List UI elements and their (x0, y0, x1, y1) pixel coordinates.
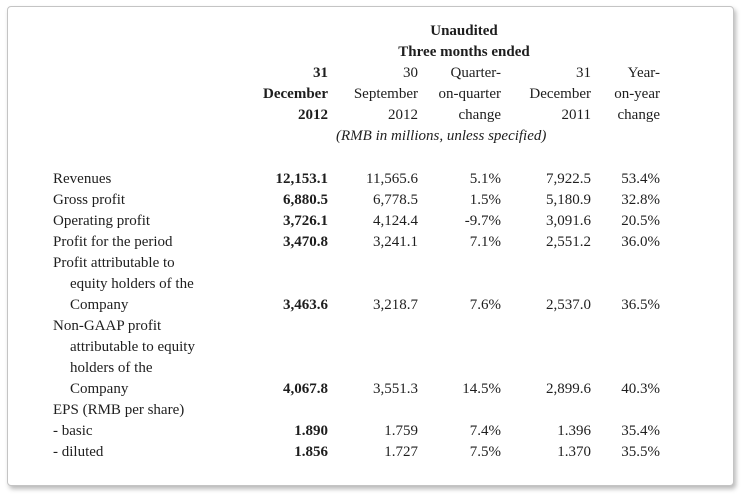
row-value: 4,067.8 (283, 381, 328, 397)
row-label: Non-GAAP profit (53, 318, 162, 334)
col-qoq-line2: on-quarter (438, 86, 501, 102)
col-qoq-line1: Quarter- (450, 65, 501, 81)
row-value: 2,537.0 (546, 297, 591, 313)
row-value: 6,778.5 (373, 192, 418, 208)
row-value: -9.7% (464, 213, 501, 229)
row-value: 7.1% (469, 234, 501, 250)
row-label: equity holders of the (70, 276, 194, 292)
col-sep2012-line1: 30 (403, 65, 418, 81)
row-value: 35.5% (621, 444, 660, 460)
row-value: 14.5% (462, 381, 501, 397)
col-yoy-line1: Year- (627, 65, 660, 81)
col-dec2011-line1: 31 (576, 65, 591, 81)
row-value: 1.370 (557, 444, 591, 460)
row-value: 20.5% (621, 213, 660, 229)
row-label: Revenues (53, 171, 112, 187)
row-label: Gross profit (53, 192, 126, 208)
col-yoy-line3: change (617, 107, 660, 123)
row-value: 5,180.9 (546, 192, 591, 208)
row-value: 36.5% (621, 297, 660, 313)
row-value: 7.5% (469, 444, 501, 460)
row-value: 1.856 (294, 444, 328, 460)
col-yoy-line2: on-year (614, 86, 660, 102)
row-value: 36.0% (621, 234, 660, 250)
table-card (7, 6, 734, 486)
row-value: 7,922.5 (546, 171, 591, 187)
row-value: 1.759 (384, 423, 418, 439)
row-label: - basic (53, 423, 93, 439)
row-label: Company (70, 381, 129, 397)
row-value: 40.3% (621, 381, 660, 397)
row-value: 3,470.8 (283, 234, 328, 250)
row-value: 1.5% (469, 192, 501, 208)
row-value: 3,091.6 (546, 213, 591, 229)
col-dec2011-line2: December (529, 86, 591, 102)
row-label: Profit attributable to (53, 255, 175, 271)
col-sep2012-line2: September (353, 86, 418, 102)
row-value: 12,153.1 (275, 171, 329, 187)
row-label: Profit for the period (53, 234, 173, 250)
unaudited-heading: Unaudited (430, 23, 498, 39)
row-value: 3,218.7 (373, 297, 418, 313)
row-value: 3,241.1 (373, 234, 418, 250)
row-label: EPS (RMB per share) (53, 402, 185, 418)
row-value: 3,551.3 (373, 381, 418, 397)
row-value: 2,551.2 (546, 234, 591, 250)
row-label: - diluted (53, 444, 104, 460)
row-value: 1.396 (557, 423, 591, 439)
row-value: 1.890 (294, 423, 328, 439)
row-value: 6,880.5 (283, 192, 328, 208)
row-value: 32.8% (621, 192, 660, 208)
row-value: 7.4% (469, 423, 501, 439)
units-note: (RMB in millions, unless specified) (336, 128, 547, 144)
row-label: holders of the (70, 360, 153, 376)
col-dec2012-line3: 2012 (298, 107, 328, 123)
row-value: 3,726.1 (283, 213, 328, 229)
row-value: 5.1% (469, 171, 501, 187)
col-dec2012-line2: December (263, 86, 328, 102)
col-sep2012-line3: 2012 (388, 107, 418, 123)
row-value: 35.4% (621, 423, 660, 439)
row-value: 4,124.4 (373, 213, 418, 229)
col-qoq-line3: change (458, 107, 501, 123)
row-value: 53.4% (621, 171, 660, 187)
row-label: Operating profit (53, 213, 151, 229)
row-value: 7.6% (469, 297, 501, 313)
col-dec2012-line1: 31 (313, 65, 328, 81)
col-dec2011-line3: 2011 (561, 107, 591, 123)
row-value: 2,899.6 (546, 381, 591, 397)
row-label: Company (70, 297, 129, 313)
row-value: 11,565.6 (366, 171, 418, 187)
row-value: 3,463.6 (283, 297, 328, 313)
row-value: 1.727 (384, 444, 418, 460)
row-label: attributable to equity (70, 339, 195, 355)
period-heading: Three months ended (398, 44, 530, 60)
